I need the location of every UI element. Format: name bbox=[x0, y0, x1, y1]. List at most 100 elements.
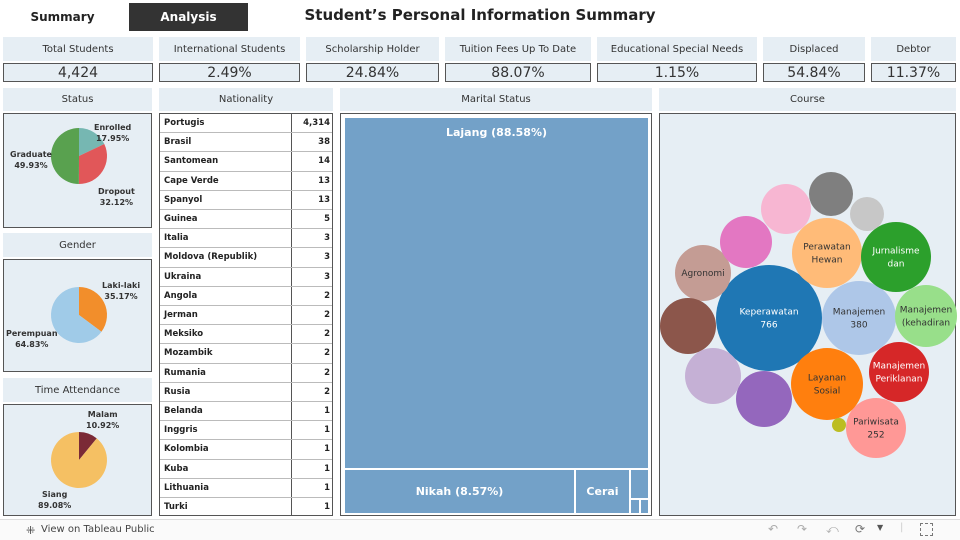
nationality-name: Jerman bbox=[160, 306, 292, 325]
divider: | bbox=[900, 522, 904, 533]
treemap-nikah[interactable]: Nikah (8.57%) bbox=[344, 469, 575, 514]
course-bubble[interactable] bbox=[720, 216, 772, 268]
course-bubble[interactable] bbox=[846, 398, 906, 458]
refresh-icon[interactable]: ⟳ bbox=[855, 522, 866, 536]
course-bubble[interactable] bbox=[675, 245, 731, 301]
table-row[interactable]: Italia 3 bbox=[160, 229, 332, 249]
treemap-lajang[interactable]: Lajang (88.58%) bbox=[344, 117, 649, 469]
pie-slice-perempuan[interactable] bbox=[51, 287, 102, 343]
nationality-count: 4,314 bbox=[303, 118, 330, 129]
table-row[interactable]: Brasil 38 bbox=[160, 133, 332, 153]
course-bubble[interactable] bbox=[861, 222, 931, 292]
pie-slice-graduate[interactable] bbox=[50, 128, 79, 184]
treemap-other[interactable] bbox=[630, 499, 640, 514]
table-row[interactable]: Spanyol 13 bbox=[160, 190, 332, 210]
slice-name: Laki-laki bbox=[102, 281, 141, 290]
course-bubble-chart: Keperawatan 766 Manajemen 380 Pariwisata 252 P… bbox=[660, 172, 957, 458]
kpi-value: 11.37% bbox=[871, 63, 956, 82]
tab-analysis[interactable]: Analysis bbox=[129, 3, 248, 31]
kpi-label: Debtor bbox=[871, 37, 956, 61]
nationality-header: Nationality bbox=[159, 88, 333, 111]
kpi-value: 2.49% bbox=[159, 63, 300, 82]
tab-summary[interactable]: Summary bbox=[30, 10, 95, 24]
course-bubble-label: Jurnalisme dan bbox=[871, 247, 920, 270]
course-bubble[interactable] bbox=[850, 197, 884, 231]
table-row[interactable]: Angola 2 bbox=[160, 286, 332, 306]
nationality-name: Lithuania bbox=[160, 478, 292, 497]
table-row[interactable]: Cape Verde 13 bbox=[160, 171, 332, 191]
kpi-label: International Students bbox=[159, 37, 300, 61]
time-attendance-pie-panel: Malam 10.92% Siang 89.08% bbox=[3, 404, 152, 516]
slice-name: Graduate bbox=[10, 150, 52, 159]
course-bubble[interactable] bbox=[869, 342, 929, 402]
nationality-name: Brasil bbox=[160, 133, 292, 152]
course-bubble[interactable] bbox=[832, 418, 846, 432]
treemap-other[interactable] bbox=[640, 499, 649, 514]
table-row[interactable]: Portugis 4,314 bbox=[160, 114, 332, 134]
pie-slice-dropout[interactable] bbox=[78, 143, 107, 184]
course-bubble[interactable] bbox=[761, 184, 811, 234]
nationality-name: Portugis bbox=[160, 114, 292, 133]
course-bubble-label: Layanan Sosial bbox=[808, 374, 846, 397]
revert-icon[interactable]: ⤺ bbox=[826, 522, 839, 536]
pie-slice-laki-laki[interactable] bbox=[79, 287, 108, 332]
nationality-name: Santomean bbox=[160, 152, 292, 171]
table-row[interactable]: Moldova (Republik) 3 bbox=[160, 248, 332, 268]
kpi-value: 4,424 bbox=[3, 63, 153, 82]
table-row[interactable]: Inggris 1 bbox=[160, 421, 332, 441]
nationality-count: 1 bbox=[324, 406, 330, 417]
nationality-table[interactable]: Portugis 4,314 Brasil 38 Santomean 14 Cape Ver… bbox=[159, 113, 333, 516]
nationality-count: 1 bbox=[324, 502, 330, 513]
table-row[interactable]: Ukraina 3 bbox=[160, 267, 332, 287]
treemap-cerai[interactable]: Cerai bbox=[575, 469, 630, 514]
table-row[interactable]: Guinea 5 bbox=[160, 210, 332, 230]
time-attendance-header: Time Attendance bbox=[3, 378, 152, 402]
table-row[interactable]: Santomean 14 bbox=[160, 152, 332, 172]
table-row[interactable]: Lithuania 1 bbox=[160, 478, 332, 498]
course-bubble[interactable] bbox=[822, 281, 896, 355]
course-bubble[interactable] bbox=[716, 265, 822, 371]
nationality-name: Spanyol bbox=[160, 190, 292, 209]
table-row[interactable]: Kolombia 1 bbox=[160, 440, 332, 460]
course-bubble[interactable] bbox=[660, 298, 716, 354]
course-bubble[interactable] bbox=[895, 285, 957, 347]
pie-slice-enrolled[interactable] bbox=[79, 128, 105, 156]
nationality-count: 38 bbox=[318, 137, 330, 148]
undo-icon[interactable]: ↶ bbox=[768, 522, 779, 536]
kpi-label: Educational Special Needs bbox=[597, 37, 757, 61]
table-row[interactable]: Rusia 2 bbox=[160, 382, 332, 402]
pie-slice-malam[interactable] bbox=[79, 432, 97, 460]
kpi-label: Displaced bbox=[763, 37, 865, 61]
slice-percent: 49.93% bbox=[14, 161, 48, 170]
treemap-other[interactable] bbox=[630, 469, 649, 499]
nationality-name: Cape Verde bbox=[160, 171, 292, 190]
course-bubble[interactable] bbox=[685, 348, 741, 404]
course-bubble[interactable] bbox=[792, 218, 862, 288]
chevron-down-icon[interactable]: ▼ bbox=[877, 523, 884, 532]
view-on-tableau-link[interactable]: View on Tableau Public bbox=[41, 524, 155, 535]
slice-percent: 35.17% bbox=[104, 292, 138, 301]
table-row[interactable]: Meksiko 2 bbox=[160, 325, 332, 345]
nationality-count: 2 bbox=[324, 290, 330, 301]
course-bubble[interactable] bbox=[809, 172, 853, 216]
slice-percent: 17.95% bbox=[95, 134, 130, 143]
pie-label: Malam 10.92% bbox=[86, 409, 119, 431]
status-pie-panel: Enrolled 17.95% Dropout 32.12% Graduate 49.93… bbox=[3, 113, 152, 228]
nationality-count: 2 bbox=[324, 386, 330, 397]
pie-slice-siang[interactable] bbox=[50, 432, 108, 488]
table-row[interactable]: Jerman 2 bbox=[160, 306, 332, 326]
nationality-name: Kuba bbox=[160, 459, 292, 478]
nationality-count: 14 bbox=[318, 156, 330, 167]
course-bubble[interactable] bbox=[791, 348, 863, 420]
fullscreen-icon[interactable] bbox=[920, 523, 933, 536]
table-row[interactable]: Turki 1 bbox=[160, 498, 332, 515]
nationality-count: 1 bbox=[324, 444, 330, 455]
table-row[interactable]: Mozambik 2 bbox=[160, 344, 332, 364]
pie-label: Graduate 49.93% bbox=[10, 149, 52, 171]
nationality-count: 1 bbox=[324, 425, 330, 436]
table-row[interactable]: Kuba 1 bbox=[160, 459, 332, 479]
table-row[interactable]: Belanda 1 bbox=[160, 402, 332, 422]
table-row[interactable]: Rumania 2 bbox=[160, 363, 332, 383]
redo-icon[interactable]: ↷ bbox=[797, 522, 808, 536]
course-bubble[interactable] bbox=[736, 371, 792, 427]
